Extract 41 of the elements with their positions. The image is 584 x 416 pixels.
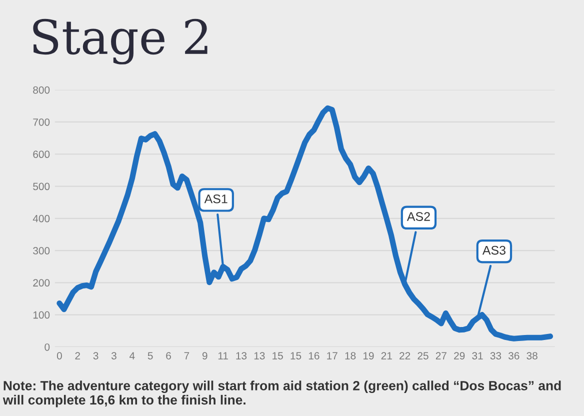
x-tick-label: 25 — [418, 352, 428, 360]
x-tick-label: 3 — [111, 352, 116, 360]
x-tick-label: 31 — [472, 352, 483, 360]
x-tick-label: 5 — [148, 352, 153, 360]
y-tick-label: 400 — [32, 214, 50, 222]
annotation: AS1 — [204, 194, 228, 204]
x-tick-label: 7 — [184, 352, 190, 360]
x-tick-label: 36 — [508, 352, 520, 360]
x-tick-label: 3 — [93, 352, 98, 360]
x-tick-label: 18 — [345, 352, 356, 360]
y-tick-label: 200 — [33, 279, 50, 287]
x-tick-label: 6 — [166, 352, 171, 360]
x-tick-label: 11 — [218, 352, 228, 360]
x-tick-label: 33 — [490, 352, 502, 360]
text: Note: The adventure category will start from aid station 2 (green) called “Dos Bocas” and will complete 16,6 km to the finish line. — [2, 380, 561, 408]
x-tick-label: 0 — [56, 352, 62, 360]
chart-title: Stage 2 — [33, 18, 208, 64]
x-tick-label: 22 — [400, 352, 410, 360]
x-tick-label: 29 — [454, 352, 465, 360]
x-tick-label: 4 — [129, 352, 135, 360]
x-tick-label: 38 — [526, 352, 538, 360]
x-tick-label: 16 — [308, 352, 320, 360]
y-tick-label: 600 — [33, 150, 50, 158]
x-tick-label: 17 — [327, 352, 338, 360]
x-tick-label: 13 — [236, 352, 247, 360]
x-tick-label: 27 — [436, 352, 446, 360]
x-tick-label: 15 — [272, 352, 283, 360]
y-tick-label: 300 — [33, 247, 50, 254]
annotation: AS2 — [406, 212, 430, 221]
x-tick-label: 2 — [75, 352, 80, 360]
x-tick-label: 21 — [381, 352, 392, 360]
y-tick-label: 100 — [33, 311, 50, 319]
y-tick-label: 0 — [44, 343, 50, 351]
y-tick-label: 800 — [33, 86, 50, 94]
x-tick-label: 9 — [202, 352, 208, 360]
x-tick-label: 19 — [363, 352, 374, 360]
y-tick-label: 700 — [33, 118, 50, 126]
y-tick-label: 500 — [33, 182, 50, 190]
x-tick-label: 13 — [254, 352, 265, 360]
annotation: AS3 — [482, 246, 506, 255]
x-tick-label: 15 — [290, 352, 302, 360]
